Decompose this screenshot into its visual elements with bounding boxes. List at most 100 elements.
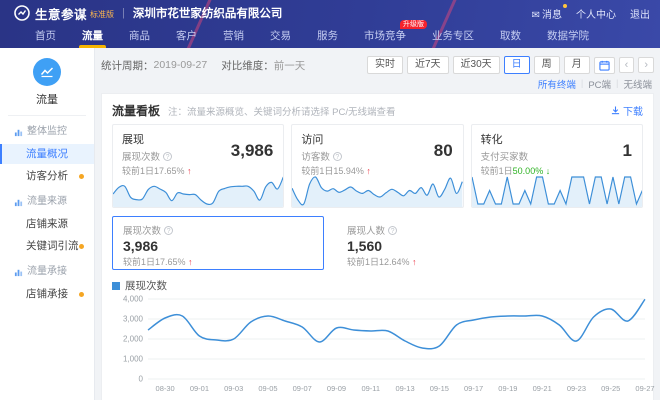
edition-badge: 标准版 bbox=[90, 10, 115, 19]
sidebar-item-关键词引流[interactable]: 关键词引流 bbox=[0, 236, 94, 256]
info-icon[interactable]: ? bbox=[163, 151, 173, 161]
nav-tab-label: 营销 bbox=[223, 30, 244, 42]
x-tick-label: 09-27 bbox=[635, 384, 654, 393]
card-title: 访问 bbox=[292, 125, 462, 149]
metric-card-展现: 展现 展现次数? 3,986 较前1日17.65% ↑ bbox=[112, 124, 285, 208]
notification-dot bbox=[563, 3, 567, 8]
terminal-link-无线端[interactable]: 无线端 bbox=[623, 79, 652, 91]
metric-name: 展现次数 bbox=[122, 152, 161, 163]
card-title: 展现 bbox=[113, 125, 283, 149]
metric-name: 访客数 bbox=[301, 152, 330, 163]
nav-tab-市场竞争[interactable]: 市场竞争 升级版 bbox=[351, 20, 427, 48]
compare-prefix: 较前1日 bbox=[301, 166, 334, 176]
calendar-button[interactable] bbox=[593, 56, 615, 74]
nav-tab-取数[interactable]: 取数 bbox=[487, 26, 534, 48]
metric-card-转化: 转化 支付买家数 1 较前1日50.00% ↓ bbox=[470, 124, 643, 208]
range-button-实时[interactable]: 实时 bbox=[366, 56, 403, 74]
sidebar-item-label: 流量承接 bbox=[27, 266, 67, 277]
new-data-dot bbox=[79, 292, 84, 297]
compare-percent: 17.65% bbox=[155, 257, 186, 267]
info-icon[interactable]: ? bbox=[388, 225, 398, 235]
messages-label: 消息 bbox=[542, 9, 562, 21]
selector-metric-row: 展现次数? bbox=[123, 223, 313, 237]
metric-value: 80 bbox=[433, 141, 453, 160]
y-tick-label: 3,000 bbox=[123, 315, 144, 324]
chart-metric-selector-展现次数[interactable]: 展现次数? 3,986 较前1日17.65% ↑ bbox=[112, 216, 324, 270]
selector-value-row: 3,986 bbox=[123, 238, 313, 254]
prev-period-button[interactable]: ‹ bbox=[618, 57, 635, 73]
nav-tab-label: 取数 bbox=[500, 30, 521, 42]
terminal-link-PC端[interactable]: PC端 bbox=[588, 79, 612, 91]
x-tick-label: 09-25 bbox=[601, 384, 620, 393]
sidebar-item-label: 整体监控 bbox=[27, 126, 67, 137]
sidebar-item-整体监控: 整体监控 bbox=[0, 122, 94, 142]
nav-tab-label: 流量 bbox=[82, 30, 103, 42]
nav-tab-label: 市场竞争 bbox=[364, 30, 406, 42]
y-tick-label: 4,000 bbox=[123, 295, 144, 304]
card-title: 转化 bbox=[472, 125, 642, 149]
sparkline-line bbox=[113, 176, 284, 206]
nav-tab-服务[interactable]: 服务 bbox=[304, 26, 351, 48]
card-sparkline bbox=[113, 173, 284, 207]
selector-metric-name: 展现次数 bbox=[123, 226, 162, 237]
terminal-separator: | bbox=[616, 78, 619, 89]
nav-tab-label: 数据学院 bbox=[547, 30, 589, 42]
sparkline-chart bbox=[292, 176, 463, 207]
period-value: 2019-09-27 bbox=[153, 59, 208, 71]
x-tick-label: 09-17 bbox=[464, 384, 483, 393]
nav-tab-业务专区[interactable]: 业务专区 bbox=[419, 26, 487, 48]
nav-tab-label: 商品 bbox=[129, 30, 150, 42]
y-tick-label: 1,000 bbox=[123, 355, 144, 364]
info-icon[interactable]: ? bbox=[164, 225, 174, 235]
new-data-dot bbox=[79, 174, 84, 179]
compare-percent: 12.64% bbox=[379, 257, 410, 267]
granularity-button-月[interactable]: 月 bbox=[563, 56, 590, 74]
nav-tab-营销[interactable]: 营销 bbox=[210, 26, 257, 48]
x-tick-label: 09-07 bbox=[293, 384, 312, 393]
sidebar-item-流量来源: 流量来源 bbox=[0, 192, 94, 212]
nav-tab-客户[interactable]: 客户 bbox=[163, 26, 210, 48]
header-divider: | bbox=[122, 7, 125, 19]
nav-tab-商品[interactable]: 商品 bbox=[116, 26, 163, 48]
logout-link[interactable]: 退出 bbox=[630, 9, 650, 21]
personal-center-link[interactable]: 个人中心 bbox=[576, 9, 616, 21]
nav-tab-数据学院[interactable]: 数据学院 bbox=[534, 26, 602, 48]
nav-tab-首页[interactable]: 首页 bbox=[22, 26, 69, 48]
card-title-text: 展现 bbox=[122, 134, 144, 146]
nav-tab-流量[interactable]: 流量 bbox=[69, 26, 116, 48]
sidebar-item-label: 访客分析 bbox=[26, 170, 68, 182]
card-title-text: 访问 bbox=[301, 134, 324, 146]
sidebar-item-流量概况[interactable]: 流量概况 bbox=[0, 144, 94, 164]
messages-button[interactable]: ✉ 消息 bbox=[531, 3, 567, 21]
upgrade-badge: 升级版 bbox=[400, 20, 427, 29]
sidebar-item-访客分析[interactable]: 访客分析 bbox=[0, 166, 94, 186]
new-data-dot bbox=[79, 244, 84, 249]
app-header: 生意参谋 标准版 | 深圳市花世家纺织品有限公司 ✉ 消息 个人中心 退出 首页 流… bbox=[0, 0, 660, 48]
granularity-button-周[interactable]: 周 bbox=[533, 56, 560, 74]
range-button-近7天[interactable]: 近7天 bbox=[406, 56, 449, 74]
nav-tab-交易[interactable]: 交易 bbox=[257, 26, 304, 48]
range-button-近30天[interactable]: 近30天 bbox=[452, 56, 500, 74]
x-tick-label: 09-23 bbox=[567, 384, 586, 393]
compare-prefix: 较前1日 bbox=[347, 257, 380, 267]
granularity-button-日[interactable]: 日 bbox=[503, 56, 530, 74]
terminal-separator: | bbox=[580, 78, 584, 89]
x-tick-label: 09-15 bbox=[430, 384, 449, 393]
sidebar-item-店铺承接[interactable]: 店铺承接 bbox=[0, 284, 94, 304]
info-icon[interactable]: ? bbox=[332, 151, 342, 161]
compare-percent: 15.94% bbox=[333, 166, 364, 176]
download-button[interactable]: 下载 bbox=[611, 103, 643, 118]
sidebar-item-流量承接: 流量承接 bbox=[0, 262, 94, 282]
sidebar-item-店铺来源[interactable]: 店铺来源 bbox=[0, 214, 94, 234]
x-tick-label: 09-03 bbox=[224, 384, 243, 393]
envelope-icon: ✉ bbox=[531, 9, 540, 21]
terminal-link-所有终端[interactable]: 所有终端 bbox=[537, 79, 576, 91]
x-tick-label: 09-01 bbox=[190, 384, 209, 393]
selector-metric-name: 展现人数 bbox=[347, 226, 386, 237]
chart-metric-selector-展现人数[interactable]: 展现人数? 1,560 较前1日12.64% ↑ bbox=[336, 216, 548, 270]
sidebar-item-label: 店铺来源 bbox=[26, 218, 68, 230]
next-period-button[interactable]: › bbox=[638, 57, 654, 73]
compare-row: 较前1日50.00% ↓ bbox=[472, 163, 642, 178]
metric-name: 支付买家数 bbox=[480, 152, 529, 163]
nav-tab-label: 业务专区 bbox=[432, 30, 474, 42]
